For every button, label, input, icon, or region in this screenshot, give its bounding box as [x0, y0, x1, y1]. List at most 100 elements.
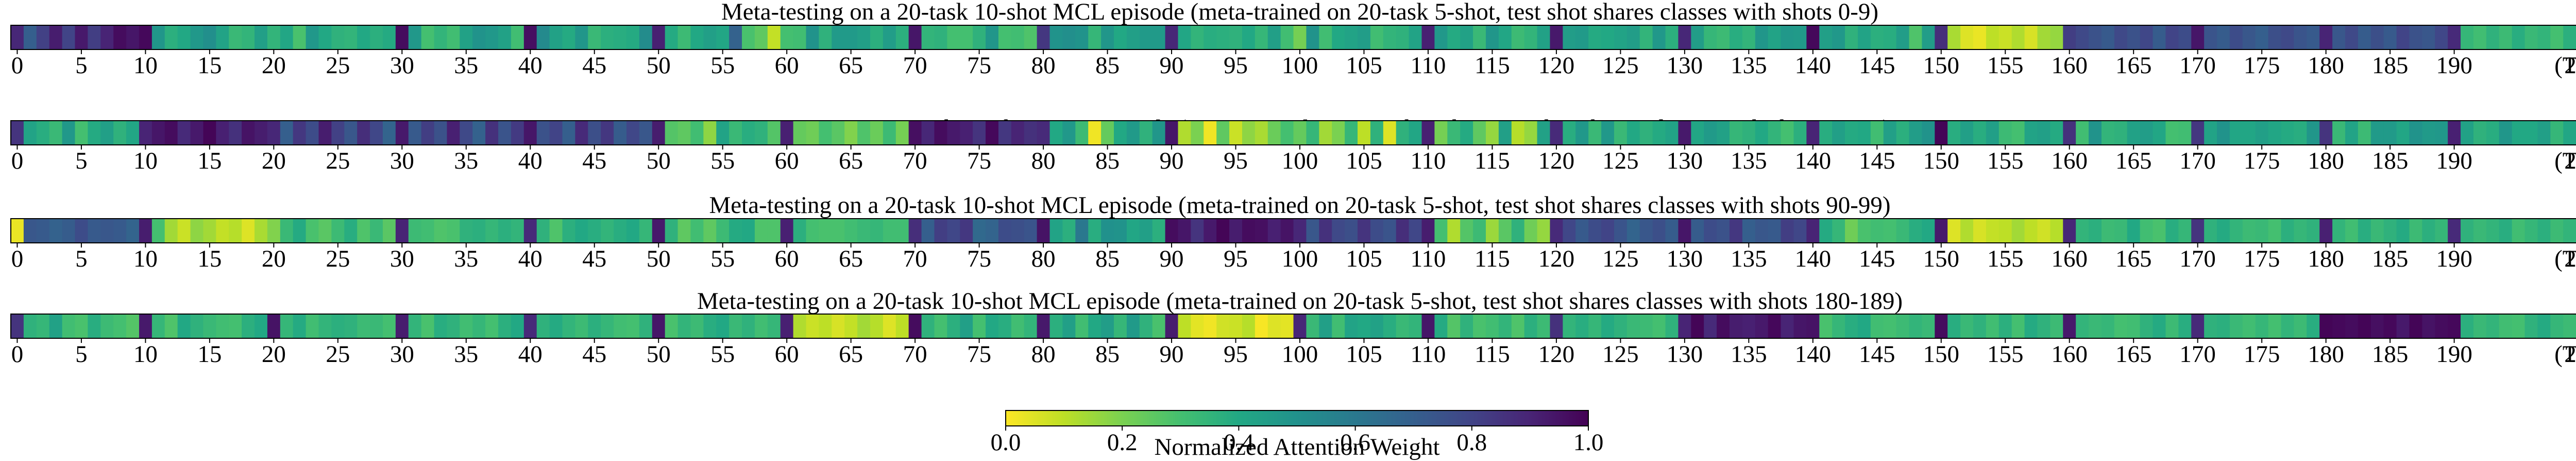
- heatmap-cell: [2217, 314, 2230, 338]
- heatmap-cell: [23, 25, 37, 50]
- heatmap-cell: [960, 314, 973, 338]
- heatmap-cell: [1345, 25, 1358, 50]
- heatmap-cell: [229, 314, 242, 338]
- heatmap-cell: [870, 314, 884, 338]
- x-tick-label: 5: [75, 147, 88, 174]
- heatmap-cell: [1178, 121, 1191, 145]
- heatmap-cell: [36, 219, 50, 243]
- x-tick-label: 25: [326, 341, 350, 368]
- heatmap-cell: [780, 314, 794, 338]
- panel-title: Meta-testing on a 20-task 10-shot MCL ep…: [697, 288, 1903, 315]
- heatmap-cell: [2255, 25, 2269, 50]
- heatmap-cell: [49, 314, 63, 338]
- heatmap-cell: [1114, 25, 1127, 50]
- heatmap-cell: [331, 25, 345, 50]
- x-tick-label: 170: [2179, 52, 2216, 79]
- heatmap-cell: [216, 219, 229, 243]
- heatmap-cell: [844, 121, 858, 145]
- heatmap-cell: [562, 121, 576, 145]
- heatmap-cell: [1922, 25, 1935, 50]
- x-tick-label: 125: [1602, 341, 1639, 368]
- x-tick-label: 65: [839, 245, 863, 272]
- heatmap-cell: [1293, 219, 1307, 243]
- heatmap-cell: [49, 219, 63, 243]
- heatmap-cell: [575, 25, 588, 50]
- heatmap-cell: [1473, 25, 1486, 50]
- heatmap-cell: [895, 219, 909, 243]
- heatmap-cell: [960, 121, 973, 145]
- heatmap-cell: [1062, 219, 1076, 243]
- heatmap-cell: [2448, 219, 2461, 243]
- heatmap-cell: [2153, 219, 2166, 243]
- heatmap-cell: [2127, 314, 2141, 338]
- heatmap-cell: [716, 121, 730, 145]
- heatmap-cell: [1704, 121, 1717, 145]
- heatmap-cell: [1639, 219, 1653, 243]
- heatmap-cell: [2089, 121, 2102, 145]
- heatmap-cell: [562, 219, 576, 243]
- heatmap-cell: [2307, 25, 2320, 50]
- x-tick-label: 160: [2051, 147, 2088, 174]
- heatmap-cell: [1511, 314, 1525, 338]
- heatmap-cell: [549, 219, 563, 243]
- heatmap-cell: [1229, 25, 1243, 50]
- heatmap-cell: [1652, 219, 1666, 243]
- x-tick-label: 40: [518, 52, 543, 79]
- heatmap-cell: [677, 219, 691, 243]
- heatmap-cell: [2370, 314, 2384, 338]
- heatmap-cell: [626, 219, 640, 243]
- heatmap-cell: [2370, 121, 2384, 145]
- heatmap-cell: [1960, 121, 1974, 145]
- heatmap-cell: [1563, 314, 1576, 338]
- heatmap-cell: [2242, 25, 2256, 50]
- heatmap-cell: [1947, 314, 1961, 338]
- x-tick-label: 170: [2179, 147, 2216, 174]
- heatmap-cell: [1306, 121, 1319, 145]
- heatmap-cell: [1473, 121, 1486, 145]
- heatmap-cell: [344, 219, 358, 243]
- heatmap-cell: [421, 314, 435, 338]
- heatmap-cell: [2563, 219, 2576, 243]
- heatmap-cell: [1511, 219, 1525, 243]
- heatmap-cell: [2358, 219, 2371, 243]
- heatmap-cell: [1267, 219, 1281, 243]
- heatmap-cell: [1293, 314, 1307, 338]
- x-tick-label: 25: [326, 52, 350, 79]
- heatmap-cell: [575, 219, 588, 243]
- heatmap-cell: [395, 219, 409, 243]
- x-tick-label: 150: [1923, 245, 1960, 272]
- heatmap-cell: [267, 314, 281, 338]
- heatmap-cell: [1614, 219, 1628, 243]
- heatmap-cell: [1960, 314, 1974, 338]
- heatmap-cell: [2114, 219, 2128, 243]
- heatmap-cell: [460, 219, 473, 243]
- heatmap-cell: [2512, 25, 2526, 50]
- heatmap-cell: [2294, 25, 2307, 50]
- heatmap-cell: [1267, 121, 1281, 145]
- heatmap-cell: [2461, 121, 2474, 145]
- x-tick-label: 190: [2436, 52, 2472, 79]
- heatmap-cell: [126, 219, 140, 243]
- heatmap-cell: [921, 219, 935, 243]
- heatmap-cell: [1114, 121, 1127, 145]
- heatmap-cell: [242, 121, 255, 145]
- heatmap-cell: [1652, 121, 1666, 145]
- heatmap-cell: [614, 314, 627, 338]
- heatmap-cell: [2563, 25, 2576, 50]
- heatmap-cell: [11, 25, 24, 50]
- heatmap-cell: [2255, 121, 2269, 145]
- heatmap-cell: [1062, 121, 1076, 145]
- heatmap-cell: [357, 25, 370, 50]
- heatmap-cell: [498, 121, 512, 145]
- heatmap-cell: [1537, 25, 1551, 50]
- heatmap-cell: [614, 121, 627, 145]
- heatmap-cell: [2229, 25, 2243, 50]
- heatmap-cell: [49, 121, 63, 145]
- x-tick-label: 0: [11, 147, 24, 174]
- heatmap-cell: [639, 121, 653, 145]
- heatmap-cell: [652, 25, 666, 50]
- heatmap-cell: [177, 314, 191, 338]
- x-tick-label: 45: [582, 147, 606, 174]
- heatmap-cell: [2076, 121, 2089, 145]
- heatmap-cell: [1691, 25, 1704, 50]
